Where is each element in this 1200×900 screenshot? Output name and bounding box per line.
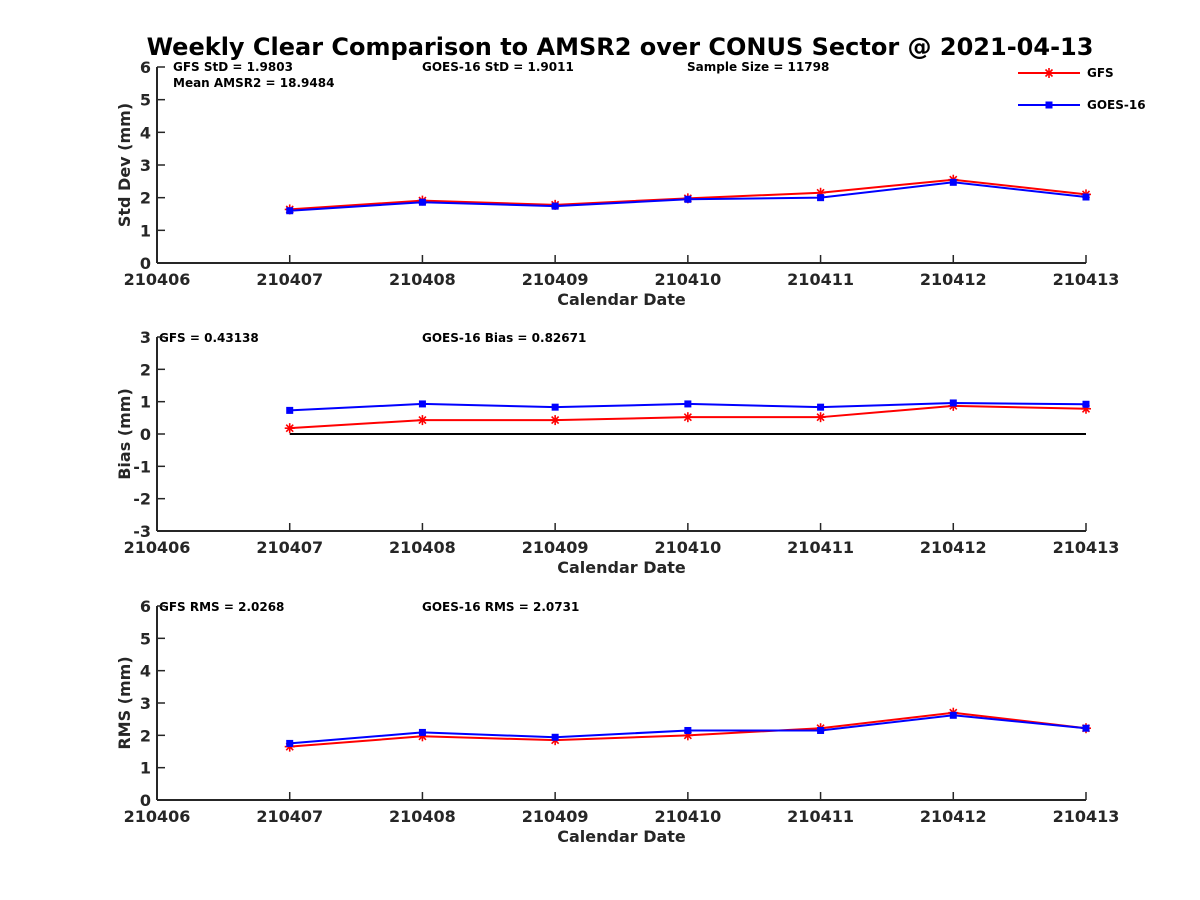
y-tick-label: 5 [140, 91, 151, 110]
y-tick-label: 1 [140, 759, 151, 778]
data-point-goes16 [949, 711, 957, 719]
annotation-goes16-bias: GOES-16 Bias = 0.82671 [422, 331, 586, 345]
y-tick-label: 1 [140, 221, 151, 240]
x-axis-label: Calendar Date [557, 827, 686, 846]
x-tick-label: 210411 [787, 270, 854, 289]
data-point-gfs [417, 415, 428, 426]
data-point-goes16 [817, 403, 825, 411]
data-point-goes16 [286, 406, 294, 414]
x-tick-label: 210406 [124, 807, 191, 826]
x-tick-label: 210413 [1053, 538, 1120, 557]
data-point-goes16 [1082, 724, 1090, 732]
x-tick-label: 210407 [256, 807, 323, 826]
data-point-goes16 [817, 194, 825, 202]
annotation-goes16-rms: GOES-16 RMS = 2.0731 [422, 600, 579, 614]
y-tick-label: 2 [140, 726, 151, 745]
x-axis-label: Calendar Date [557, 290, 686, 309]
annotation-goes16-std: GOES-16 StD = 1.9011 [422, 60, 574, 74]
y-tick-label: 3 [140, 694, 151, 713]
legend-marker-gfs [1044, 68, 1054, 78]
y-axis-label: Bias (mm) [115, 388, 134, 480]
legend-marker-goes16 [1045, 101, 1053, 109]
data-point-goes16 [684, 400, 692, 408]
x-tick-label: 210406 [124, 538, 191, 557]
data-point-goes16 [286, 207, 294, 215]
legend-label-goes16: GOES-16 [1087, 98, 1146, 112]
data-point-goes16 [551, 733, 559, 741]
data-point-gfs [682, 412, 693, 423]
x-tick-label: 210412 [920, 538, 987, 557]
stddev-panel: GFS StD = 1.9803 Mean AMSR2 = 18.9484 GO… [115, 58, 1119, 309]
data-point-goes16 [684, 726, 692, 734]
y-tick-label: 2 [140, 360, 151, 379]
y-tick-label: 3 [140, 328, 151, 347]
x-tick-label: 210412 [920, 270, 987, 289]
data-point-gfs [815, 412, 826, 423]
x-tick-label: 210408 [389, 538, 456, 557]
x-tick-label: 210413 [1053, 270, 1120, 289]
y-tick-label: -2 [133, 490, 151, 509]
x-tick-label: 210410 [654, 538, 721, 557]
legend-entry-gfs: GFS [1018, 66, 1114, 80]
data-point-goes16 [418, 400, 426, 408]
y-tick-label: -3 [133, 522, 151, 541]
x-tick-label: 210410 [654, 807, 721, 826]
x-tick-label: 210410 [654, 270, 721, 289]
legend-label-gfs: GFS [1087, 66, 1114, 80]
y-axis-label: RMS (mm) [115, 656, 134, 749]
data-point-gfs [550, 415, 561, 426]
x-tick-label: 210411 [787, 538, 854, 557]
data-point-goes16 [949, 178, 957, 186]
x-tick-label: 210407 [256, 538, 323, 557]
y-tick-label: -1 [133, 457, 151, 476]
data-point-goes16 [551, 403, 559, 411]
x-tick-label: 210408 [389, 270, 456, 289]
x-tick-label: 210408 [389, 807, 456, 826]
legend: GFS GOES-16 [1018, 66, 1146, 112]
x-tick-label: 210409 [522, 807, 589, 826]
data-point-goes16 [551, 202, 559, 210]
annotation-sample-size: Sample Size = 11798 [687, 60, 829, 74]
annotation-gfs-rms: GFS RMS = 2.0268 [159, 600, 284, 614]
bias-panel: GFS = 0.43138 GOES-16 Bias = 0.82671 210… [115, 328, 1119, 577]
chart-title: Weekly Clear Comparison to AMSR2 over CO… [147, 33, 1094, 61]
data-point-goes16 [418, 198, 426, 206]
y-tick-label: 6 [140, 58, 151, 77]
y-tick-label: 6 [140, 597, 151, 616]
annotation-gfs-std: GFS StD = 1.9803 [173, 60, 293, 74]
x-tick-label: 210411 [787, 807, 854, 826]
annotation-mean-amsr2: Mean AMSR2 = 18.9484 [173, 76, 334, 90]
rms-panel: GFS RMS = 2.0268 GOES-16 RMS = 2.0731 21… [115, 597, 1119, 846]
data-point-goes16 [684, 195, 692, 203]
y-tick-label: 0 [140, 254, 151, 273]
y-tick-label: 0 [140, 791, 151, 810]
y-tick-label: 4 [140, 123, 151, 142]
y-tick-label: 2 [140, 189, 151, 208]
y-tick-label: 5 [140, 629, 151, 648]
y-tick-label: 1 [140, 393, 151, 412]
legend-entry-goes16: GOES-16 [1018, 98, 1146, 112]
x-tick-label: 210413 [1053, 807, 1120, 826]
data-point-goes16 [286, 739, 294, 747]
data-point-goes16 [1082, 193, 1090, 201]
data-point-goes16 [418, 728, 426, 736]
x-tick-label: 210409 [522, 270, 589, 289]
x-tick-label: 210407 [256, 270, 323, 289]
y-axis-label: Std Dev (mm) [115, 103, 134, 227]
x-tick-label: 210406 [124, 270, 191, 289]
data-point-gfs [284, 423, 295, 434]
x-tick-label: 210412 [920, 807, 987, 826]
y-tick-label: 0 [140, 425, 151, 444]
data-point-goes16 [1082, 400, 1090, 408]
data-point-goes16 [949, 399, 957, 407]
y-tick-label: 4 [140, 662, 151, 681]
x-tick-label: 210409 [522, 538, 589, 557]
y-tick-label: 3 [140, 156, 151, 175]
annotation-gfs-bias: GFS = 0.43138 [159, 331, 259, 345]
x-axis-label: Calendar Date [557, 558, 686, 577]
data-point-goes16 [817, 726, 825, 734]
